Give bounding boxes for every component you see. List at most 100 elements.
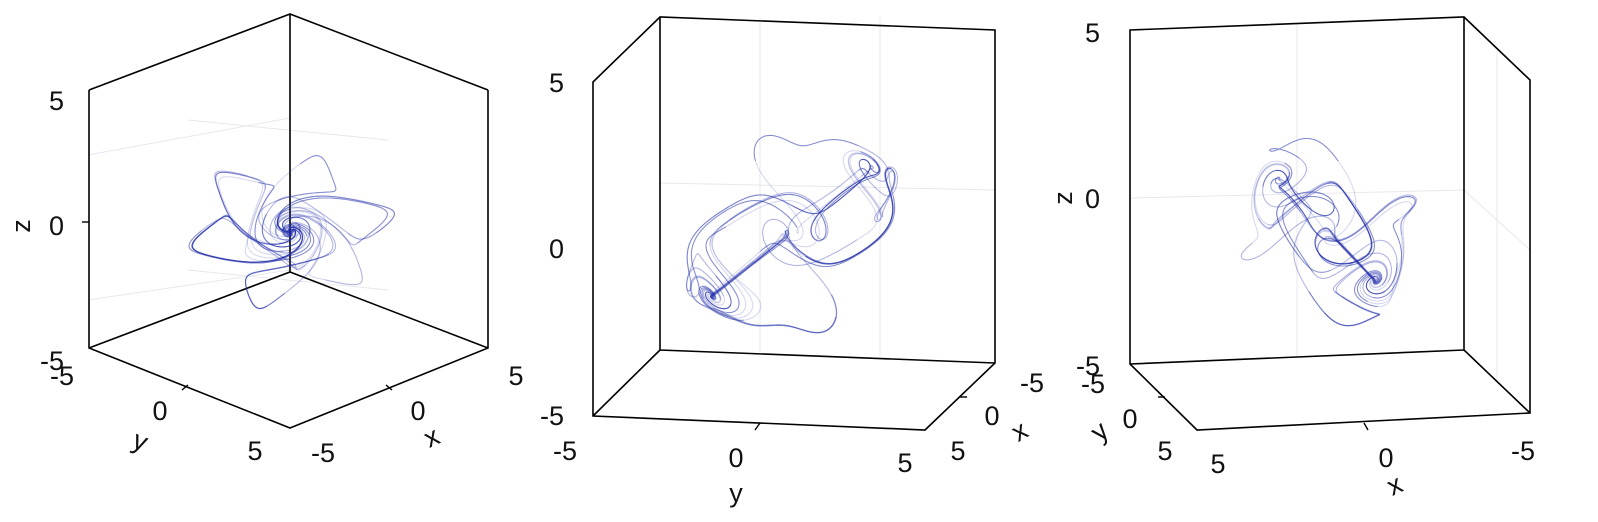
panel-2-ztick-0: 5 — [549, 68, 564, 98]
attractor-trajectory-segment — [1262, 169, 1329, 208]
attractor-trajectory-segment — [1327, 160, 1357, 254]
attractor-trajectory-segment — [686, 253, 717, 292]
panel-1-xlabel: x — [419, 420, 444, 453]
panel-3-ticks — [1158, 396, 1369, 431]
attractor-trajectory-segment — [1317, 208, 1375, 267]
attractor-trajectory-segment — [689, 275, 722, 310]
attractor-trajectory-segment — [860, 165, 874, 177]
attractor-trajectory-segment — [849, 153, 884, 216]
attractor-trajectory-segment — [1332, 260, 1388, 292]
attractor-trajectory-segment — [753, 134, 860, 162]
attractor-trajectory-segment — [1308, 196, 1416, 242]
attractor-trajectory-segment — [725, 199, 820, 248]
attractor-trajectory-segment — [701, 288, 716, 300]
attractor-trajectory-segment — [709, 289, 718, 301]
attractor-trajectory-segment — [826, 151, 881, 209]
attractor-trajectory-segment — [1335, 261, 1388, 297]
panel-2-ztick-1: 0 — [549, 234, 564, 264]
panel-3-ytick-2: 5 — [1157, 436, 1172, 466]
panel-3-ztick-2: -5 — [1076, 351, 1100, 381]
attractor-trajectory-segment — [712, 232, 790, 296]
attractor-trajectory-segment — [1253, 163, 1291, 230]
attractor-trajectory-segment — [269, 206, 358, 246]
panel-1-ytick-0: -5 — [50, 361, 74, 391]
attractor-trajectory-segment — [1362, 274, 1380, 298]
attractor-trajectory-segment — [277, 197, 388, 244]
panel-3-ytick-0: -5 — [1081, 369, 1105, 399]
attractor-trajectory-segment — [231, 218, 298, 271]
attractor-trajectory-segment — [720, 193, 827, 242]
attractor-trajectory-segment — [254, 181, 284, 252]
panel-3-ztick-1: 0 — [1085, 184, 1100, 214]
panel-2-ztick-2: -5 — [540, 401, 564, 431]
attractor-trajectory-segment — [1367, 212, 1409, 305]
attractor-trajectory-segment — [711, 251, 761, 303]
attractor-trajectory-segment — [1262, 181, 1349, 208]
attractor-trajectory-segment — [288, 226, 303, 255]
attractor-trajectory-segment — [191, 215, 290, 263]
panel-1-ztick-2: -5 — [40, 346, 64, 376]
attractor-trajectory-segment — [1324, 291, 1381, 327]
attractor-trajectory-segment — [1251, 160, 1285, 244]
attractor-trajectory-segment — [881, 170, 896, 218]
panel-3-zlabel: z — [1048, 191, 1078, 205]
panel-2-ytick-2: 5 — [897, 448, 912, 478]
panel-1-xtick-1: 0 — [410, 396, 425, 426]
panel-1: 5 0 -5 z -5 0 5 y -5 0 5 x — [6, 13, 524, 468]
attractor-trajectory-segment — [1269, 137, 1339, 162]
panel-2-grid — [659, 18, 996, 356]
attractor-trajectory-segment — [288, 226, 303, 255]
attractor-trajectory-segment — [759, 195, 896, 268]
attractor-trajectory-segment — [274, 213, 337, 256]
panel-3-xtick-0: 5 — [1210, 449, 1225, 479]
panel-3-attractor — [1240, 137, 1417, 327]
attractor-trajectory-segment — [269, 223, 315, 262]
attractor-trajectory-segment — [762, 218, 858, 267]
attractor-trajectory-segment — [719, 294, 838, 334]
attractor-trajectory-segment — [1377, 218, 1404, 308]
attractor-trajectory-segment — [1270, 157, 1307, 194]
attractor-trajectory-segment — [686, 194, 833, 275]
panel-2-xtick-1: 0 — [984, 401, 999, 431]
attractor-trajectory-segment — [1270, 177, 1283, 184]
attractor-trajectory-segment — [714, 230, 787, 295]
attractor-trajectory-segment — [1278, 162, 1302, 213]
attractor-trajectory-segment — [1334, 230, 1377, 281]
panel-1-grid — [87, 117, 389, 301]
panel-1-ytick-1: 0 — [152, 396, 167, 426]
attractor-trajectory-segment — [1365, 263, 1398, 295]
attractor-trajectory-segment — [1267, 182, 1328, 230]
attractor-trajectory-segment — [1300, 194, 1417, 241]
attractor-trajectory-segment — [284, 221, 321, 294]
attractor-trajectory-segment — [857, 167, 870, 174]
attractor-trajectory-segment — [1354, 270, 1383, 307]
attractor-trajectory-segment — [278, 209, 323, 271]
attractor-trajectory-segment — [283, 215, 363, 286]
attractor-trajectory-segment — [266, 221, 321, 307]
attractor-trajectory-segment — [1370, 278, 1382, 289]
panel-1-xtick-2: 5 — [508, 361, 523, 391]
attractor-trajectory-segment — [858, 145, 889, 182]
attractor-trajectory-segment — [244, 179, 270, 262]
attractor-trajectory-segment — [699, 287, 729, 318]
panel-1-ylabel: y — [128, 425, 152, 458]
attractor-trajectory-segment — [1318, 182, 1373, 265]
panel-3: 5 0 -5 z -5 0 5 y 5 0 -5 x — [1048, 16, 1535, 502]
panel-1-ztick-0: 5 — [49, 86, 64, 116]
attractor-trajectory-segment — [710, 294, 714, 299]
panel-2-xlabel: x — [1006, 415, 1033, 448]
attractor-trajectory-segment — [707, 293, 722, 304]
attractor-trajectory-segment — [1240, 215, 1336, 261]
attractor-trajectory-segment — [698, 285, 744, 321]
attractor-trajectory-segment — [1254, 164, 1290, 225]
attractor-trajectory-segment — [1324, 235, 1375, 283]
attractor-trajectory-segment — [1258, 182, 1328, 229]
attractor-trajectory-segment — [1323, 201, 1413, 246]
panel-1-zlabel: z — [6, 219, 36, 233]
attractor-trajectory-segment — [1276, 191, 1335, 273]
attractor-trajectory-segment — [244, 257, 319, 310]
panel-2-xtick-0: -5 — [1020, 368, 1044, 398]
attractor-trajectory-segment — [1372, 218, 1403, 299]
panel-3-xlabel: x — [1382, 468, 1407, 501]
